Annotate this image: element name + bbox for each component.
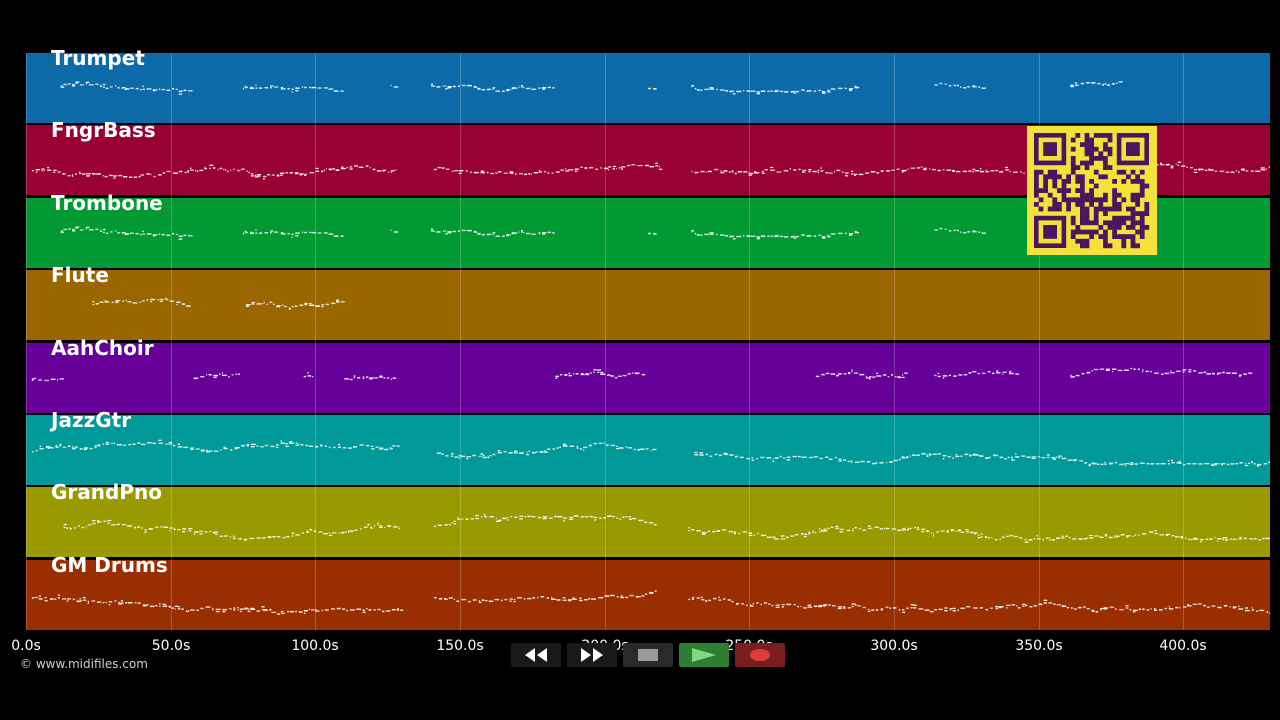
grid-line bbox=[894, 53, 895, 630]
grid-line bbox=[749, 53, 750, 630]
grid-line bbox=[605, 53, 606, 630]
track-name-label: FngrBass bbox=[51, 118, 156, 142]
time-tick-label: 300.0s bbox=[870, 638, 918, 654]
track-notes bbox=[31, 367, 1253, 382]
track-notes bbox=[60, 81, 1123, 95]
rewind-icon bbox=[525, 648, 547, 662]
qr-code bbox=[1027, 126, 1157, 255]
time-tick-label: 350.0s bbox=[1015, 638, 1063, 654]
track-name-label: JazzGtr bbox=[51, 408, 132, 432]
grid-line bbox=[1039, 53, 1040, 630]
track-name-label: AahChoir bbox=[51, 336, 154, 360]
track-lane-jazzgtr[interactable]: JazzGtr bbox=[26, 408, 1270, 485]
time-tick-label: 100.0s bbox=[291, 638, 339, 654]
qr-code-icon bbox=[1034, 133, 1150, 249]
rewind-button[interactable] bbox=[511, 643, 561, 667]
grid-line bbox=[26, 53, 27, 630]
track-name-label: Trombone bbox=[51, 191, 163, 215]
copyright-text: © www.midifiles.com bbox=[20, 657, 148, 671]
record-button[interactable] bbox=[735, 643, 785, 667]
fast-forward-icon bbox=[581, 648, 603, 662]
grid-line bbox=[1183, 53, 1184, 630]
track-notes bbox=[31, 439, 1270, 467]
track-name-label: Flute bbox=[51, 263, 109, 287]
play-icon bbox=[692, 648, 716, 662]
stop-icon bbox=[638, 649, 658, 661]
track-name-label: GrandPno bbox=[51, 480, 162, 504]
play-button[interactable] bbox=[679, 643, 729, 667]
time-tick-label: 150.0s bbox=[436, 638, 484, 654]
track-lane-aahchoir[interactable]: AahChoir bbox=[26, 336, 1270, 413]
track-name-label: Trumpet bbox=[51, 46, 145, 70]
track-notes bbox=[63, 514, 1270, 543]
track-lane-grandpno[interactable]: GrandPno bbox=[26, 480, 1270, 557]
record-icon bbox=[750, 649, 770, 661]
fast-forward-button[interactable] bbox=[567, 643, 617, 667]
grid-line bbox=[460, 53, 461, 630]
transport-controls bbox=[511, 643, 785, 667]
track-lane-flute[interactable]: Flute bbox=[26, 263, 1270, 340]
track-notes bbox=[60, 226, 986, 240]
track-lane-gm-drums[interactable]: GM Drums bbox=[26, 553, 1270, 630]
track-notes bbox=[31, 590, 1270, 615]
time-tick-label: 400.0s bbox=[1159, 638, 1207, 654]
stop-button[interactable] bbox=[623, 643, 673, 667]
track-notes bbox=[92, 297, 345, 310]
time-tick-label: 0.0s bbox=[11, 638, 41, 654]
track-lane-trumpet[interactable]: Trumpet bbox=[26, 46, 1270, 123]
time-tick-label: 50.0s bbox=[151, 638, 191, 654]
grid-line bbox=[315, 53, 316, 630]
track-name-label: GM Drums bbox=[51, 553, 168, 577]
grid-line bbox=[171, 53, 172, 630]
